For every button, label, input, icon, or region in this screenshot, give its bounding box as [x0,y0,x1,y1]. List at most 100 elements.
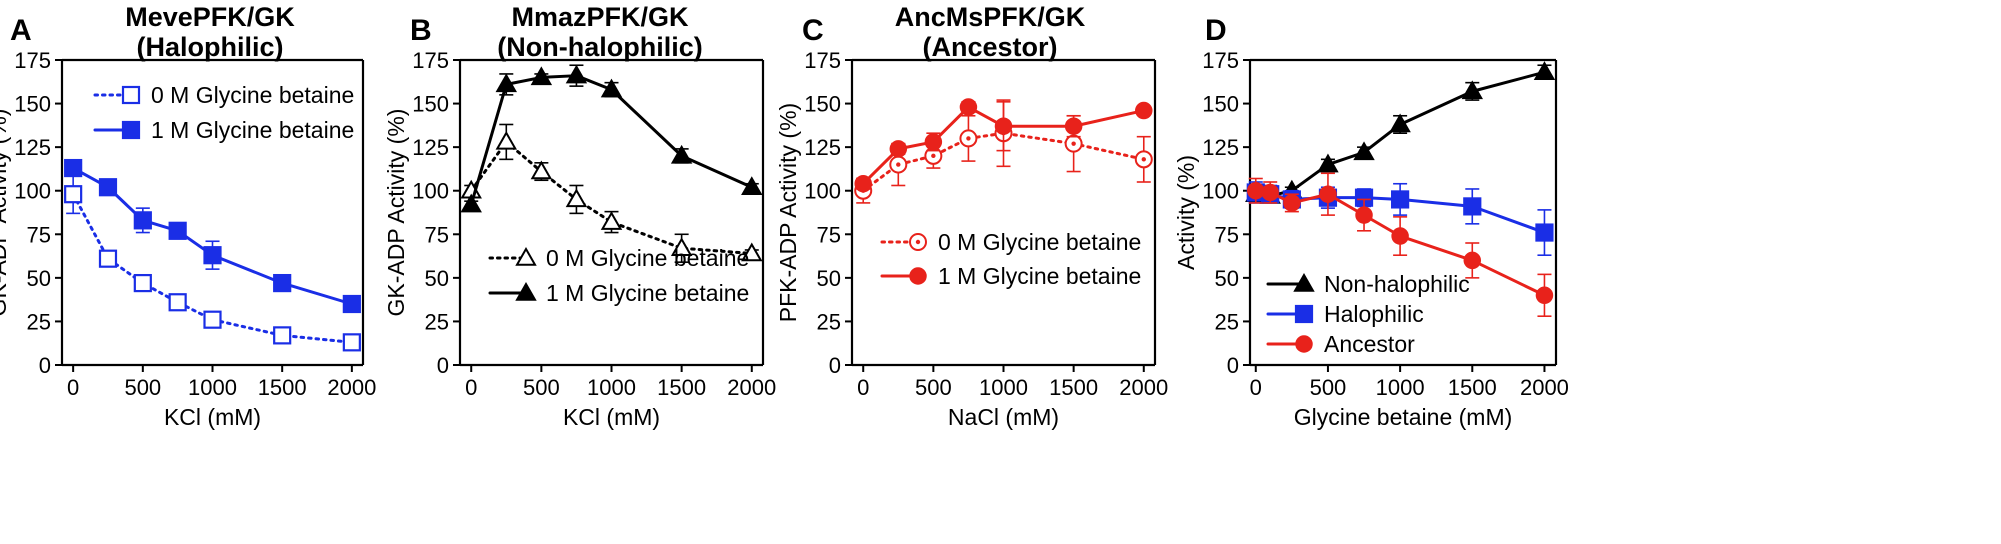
panel-b-data-point [670,237,693,256]
panel-b-legend-marker [515,281,537,301]
panel-d: D 0 25 50 75 100 125 150 175 0 500 1000 1500 2000 Glyc… [1173,14,1569,430]
panel-b-data-point [460,193,482,213]
panel-a-data-point [342,294,361,314]
panel-c-legend-label: 0 M Glycine betaine [938,229,1141,255]
panel-a-x-tick-label: 1000 [188,375,237,400]
panel-b-data-point [495,73,518,93]
panel-a-legend-label: 1 M Glycine betaine [151,117,354,143]
panel-b-series-1-line [469,140,754,255]
panel-c-title-line-2: (Ancestor) [922,32,1057,62]
panel-d-data-point [1247,181,1265,200]
panel-d-x-tick-label: 1500 [1448,375,1497,400]
panel-c-data-point [994,117,1013,135]
panel-a-legend-label: 0 M Glycine betaine [151,82,354,108]
panel-b-legend: 0 M Glycine betaine 1 M Glycine betaine [488,245,749,306]
panel-d-data-point [1261,183,1279,202]
panel-c-y-tick-label: 175 [804,48,841,73]
panel-a-data-point [168,221,187,240]
panel-b-data-point [741,176,763,195]
panel-d-data-point [1535,286,1554,305]
panel-a-y-label: GK-ADP Activity (%) [0,109,11,317]
panel-b-y-tick-label: 0 [437,353,449,378]
panel-d-data-point [1283,194,1301,212]
panel-d-data-point [1389,113,1411,133]
panel-a-y-tick-label: 100 [14,179,51,204]
panel-b-y-tick-label: 150 [412,92,449,117]
panel-a-data-point [342,333,361,352]
panel-b-series-1 [460,123,763,263]
panel-b-y-tick-label: 100 [412,179,449,204]
panel-a-x-tick-label: 500 [124,375,161,400]
panel-d-data-point [1463,251,1482,270]
panel-c-x-tick-label: 2000 [1119,375,1168,400]
panel-b-data-point [600,211,623,230]
panel-b-x-tick-label: 2000 [727,375,776,400]
panel-d-y-tick-label: 150 [1202,92,1239,117]
panel-d-series-1 [1245,61,1556,204]
panel-b-data-point [530,66,553,86]
panel-c-data-point [1135,101,1153,120]
panel-a-series-1 [64,174,361,352]
panel-d-legend-marker [1295,335,1313,353]
panel-b-x-tick-label: 1000 [587,375,636,400]
panel-d-x-tick-label: 0 [1250,375,1262,400]
panel-b-legend-label: 1 M Glycine betaine [546,280,749,306]
panel-a-x-tick-label: 0 [67,375,79,400]
panel-c-data-point [924,133,943,151]
panel-b-series-2 [460,64,763,213]
panel-a-letter: A [10,14,32,47]
panel-b-x-label: KCl (mM) [563,404,660,430]
panel-b-x-tick-label: 1500 [657,375,706,400]
panel-d-y-tick-label: 100 [1202,179,1239,204]
panel-a-legend-marker [121,85,141,105]
panel-c-x-tick-label: 1000 [979,375,1028,400]
panel-d-data-point [1317,153,1339,173]
panel-d-series-3 [1247,172,1554,318]
panel-c-legend-marker-dot [915,239,921,245]
panel-c-data-point [959,98,978,116]
panel-c-data-point [889,140,908,158]
panel-d-letter: D [1205,14,1227,47]
panel-d-x-tick-label: 500 [1310,375,1347,400]
panel-c-letter: C [802,14,824,47]
panel-a-legend: 0 M Glycine betaine 1 M Glycine betaine [93,82,354,143]
panel-a-data-point [168,293,187,312]
panel-d-data-point [1391,190,1410,209]
panel-b-legend-marker [515,246,537,266]
panel-d-legend: Non-halophilic Halophilic Ancestor [1266,271,1470,357]
panel-b-data-point [670,144,693,164]
panel-a-data-point [64,185,83,204]
panel-a-data-point [64,158,83,178]
panel-d-x-tick-label: 2000 [1520,375,1569,400]
panel-c-y-tick-label: 25 [817,309,841,334]
panel-b-y-label: GK-ADP Activity (%) [383,109,409,317]
panel-c-title-line-1: AncMsPFK/GK [895,2,1086,32]
panel-c-data-point-dot [931,153,936,159]
panel-c-legend-label: 1 M Glycine betaine [938,263,1141,289]
panel-a-y-tick-label: 0 [39,353,51,378]
panel-d-data-point [1461,80,1484,100]
panel-d-legend-label: Halophilic [1324,301,1424,327]
panel-d-data-point [1391,227,1409,245]
panel-c-data-point-dot [1071,141,1076,146]
panel-b-data-point [565,188,588,208]
panel-c-y-tick-label: 125 [804,135,841,160]
panel-b-data-point [741,242,763,262]
panel-c-x-tick-label: 1500 [1049,375,1098,400]
panel-d-data-point [1463,197,1482,216]
panel-a-y-tick-label: 50 [27,266,51,291]
panel-a-title-line-2: (Halophilic) [137,32,284,62]
panel-b-data-point [600,78,623,98]
panel-d-y-tick-label: 75 [1215,222,1239,247]
panel-c-y-tick-label: 75 [817,222,841,247]
panel-b-title-line-1: MmazPFK/GK [511,2,689,32]
panel-c-y-tick-label: 150 [804,92,841,117]
panel-a-y-tick-label: 175 [14,48,51,73]
panel-a-series-2 [64,158,361,314]
panel-b: B MmazPFK/GK(Non-halophilic) 0 25 50 75 100 125… [383,2,776,430]
panel-a-x-tick-label: 2000 [327,375,376,400]
panel-b-y-tick-label: 75 [425,222,449,247]
panel-c-y-tick-label: 0 [829,353,841,378]
panel-c-data-point-dot [1141,157,1146,162]
